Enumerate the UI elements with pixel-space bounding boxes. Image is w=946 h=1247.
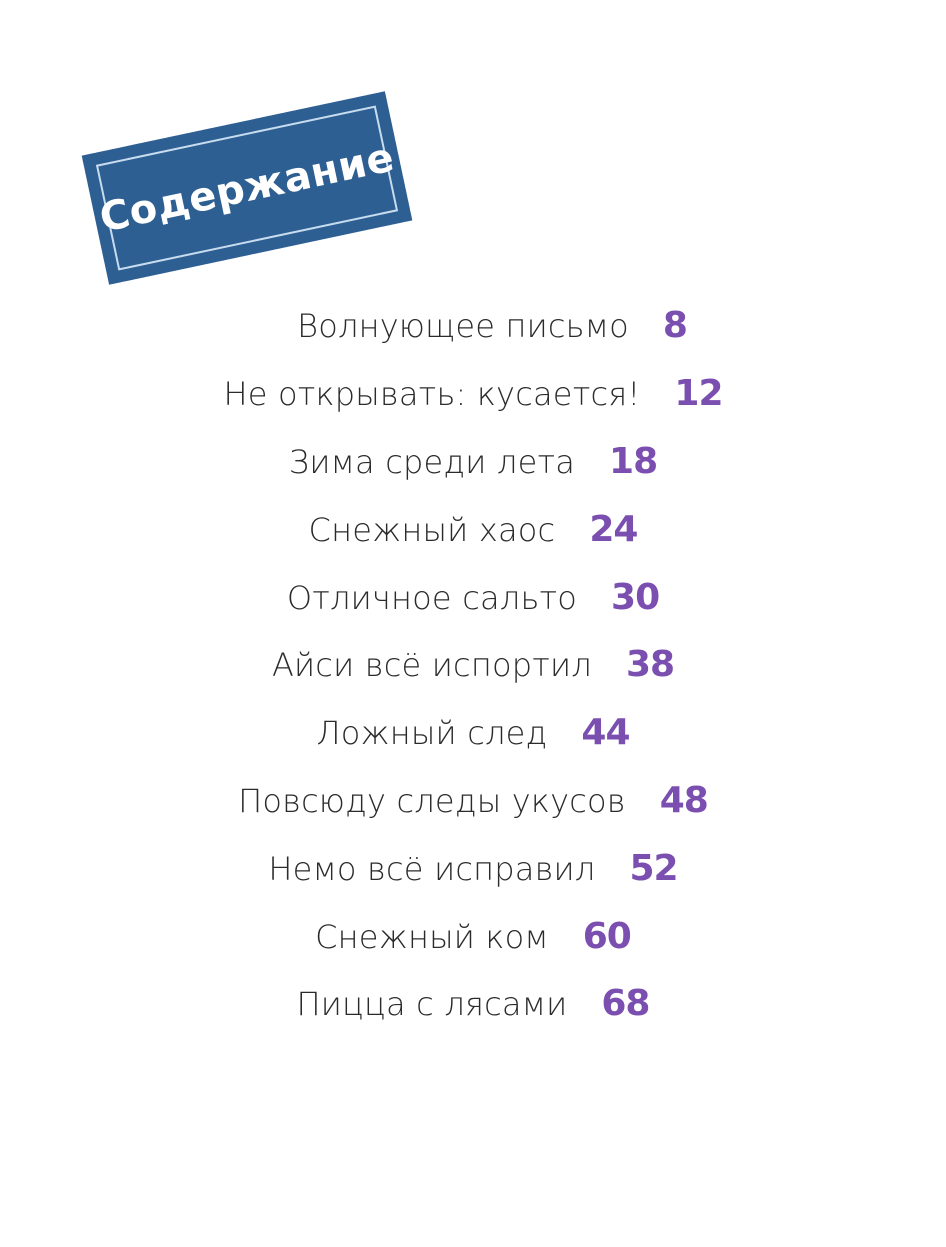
toc-entry-page: 8 [662, 305, 688, 347]
toc-entry-title: Пицца с лясами [296, 985, 568, 1024]
toc-entry-title: Снежный ком [315, 917, 549, 956]
toc-entry[interactable]: Снежный ком 60 [0, 902, 946, 970]
toc-entry[interactable]: Пицца с лясами 68 [0, 970, 946, 1038]
toc-entry-title: Немо всё исправил [268, 849, 596, 888]
toc-entry-page: 44 [581, 712, 630, 754]
toc-entry-page: 30 [611, 576, 660, 618]
toc-entry-title: Снежный хаос [308, 510, 556, 549]
toc-entry-page: 24 [589, 508, 638, 550]
toc-entry-title: Айси всё испортил [271, 646, 592, 685]
toc-entry[interactable]: Отличное сальто 30 [0, 563, 946, 631]
toc-entry-page: 38 [625, 644, 675, 686]
toc-entry[interactable]: Ложный след 44 [0, 699, 946, 767]
toc-entry[interactable]: Повсюду следы укусов 48 [0, 767, 946, 835]
toc-entry-title: Не открывать: кусается! [223, 375, 641, 414]
toc-entry[interactable]: Айси всё испортил 38 [0, 631, 946, 699]
toc-entry-page: 12 [674, 373, 723, 415]
toc-entry[interactable]: Снежный хаос 24 [0, 495, 946, 563]
toc-entry[interactable]: Волнующее письмо 8 [0, 292, 946, 360]
toc-entry-page: 48 [659, 779, 709, 821]
toc-entry-page: 60 [582, 915, 632, 957]
toc-entry-page: 52 [629, 847, 678, 889]
toc-entry[interactable]: Немо всё исправил 52 [0, 834, 946, 902]
table-of-contents: Волнующее письмо 8 Не открывать: кусаетс… [0, 292, 946, 1038]
toc-entry[interactable]: Зима среди лета 18 [0, 428, 946, 496]
toc-entry-title: Волнующее письмо [297, 307, 629, 346]
contents-stamp: Содержание [76, 86, 418, 290]
toc-entry-title: Повсюду следы укусов [238, 781, 626, 820]
toc-entry-page: 68 [601, 983, 650, 1025]
toc-entry-page: 18 [609, 440, 658, 482]
toc-entry-title: Отличное сальто [286, 578, 578, 617]
toc-entry-title: Зима среди лета [288, 442, 576, 481]
toc-entry-title: Ложный след [316, 714, 548, 753]
toc-entry[interactable]: Не открывать: кусается! 12 [0, 360, 946, 428]
